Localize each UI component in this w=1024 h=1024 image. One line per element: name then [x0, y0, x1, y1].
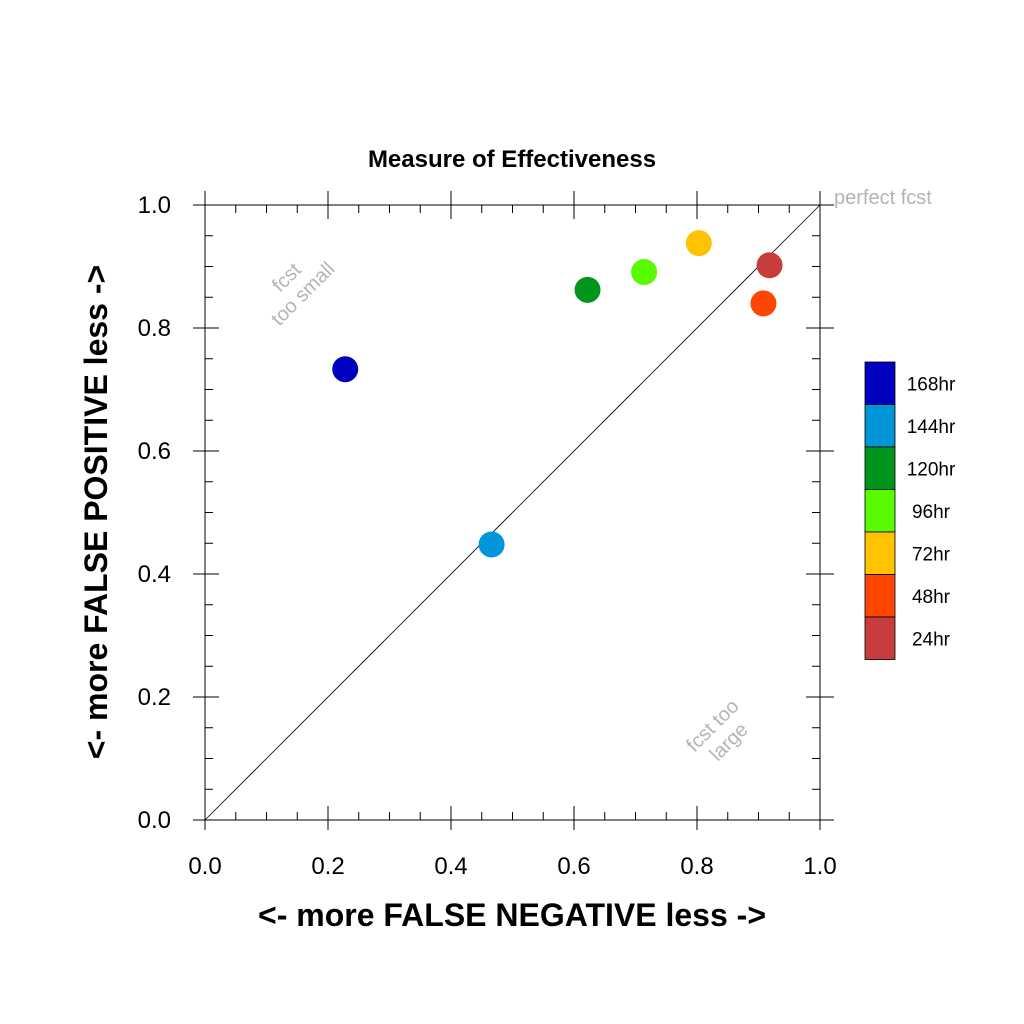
legend-label-168hr: 168hr: [907, 374, 956, 395]
point-24hr: [756, 252, 783, 279]
point-48hr: [750, 290, 777, 317]
legend-swatch-120hr: [864, 446, 896, 490]
legend-label-144hr: 144hr: [907, 417, 956, 438]
perfect-forecast-line: [204, 204, 821, 821]
legend: 168hr 144hr 120hr 96hr 72hr 48hr 24hr: [864, 361, 956, 660]
x-tick-label: 0.4: [434, 853, 467, 880]
plot-frame: [204, 204, 821, 821]
annotation-too-small-line2: too small: [267, 258, 339, 330]
chart-title: Measure of Effectiveness: [368, 146, 656, 173]
legend-swatch-24hr: [864, 616, 896, 660]
x-axis-label: <- more FALSE NEGATIVE less ->: [258, 897, 766, 933]
x-tick-label: 0.6: [557, 853, 590, 880]
x-tick-label: 1.0: [803, 853, 836, 880]
annotation-too-small: fcst too small: [267, 258, 339, 330]
tick-labels: 0.0 0.2 0.4 0.6 0.8 1.0 0.0 0.2 0.4 0.6 0.8 1.0: [138, 192, 837, 880]
point-72hr: [685, 230, 712, 257]
legend-swatch-72hr: [864, 531, 896, 575]
x-tick-label: 0.2: [311, 853, 344, 880]
legend-swatch-168hr: [864, 361, 896, 405]
point-144hr: [478, 531, 505, 558]
y-tick-label: 0.6: [138, 438, 171, 465]
legend-swatch-144hr: [864, 404, 896, 448]
annotation-too-large: fcst too large: [682, 695, 752, 765]
legend-swatch-96hr: [864, 489, 896, 533]
legend-label-24hr: 24hr: [912, 629, 951, 650]
y-tick-label: 1.0: [138, 192, 171, 219]
y-axis-label: <- more FALSE POSITIVE less ->: [78, 265, 114, 759]
point-96hr: [631, 259, 658, 286]
legend-swatch-48hr: [864, 574, 896, 618]
y-tick-label: 0.2: [138, 684, 171, 711]
diagonal-line: [204, 204, 821, 821]
annotation-perfect-fcst: perfect fcst: [834, 187, 932, 209]
y-tick-label: 0.4: [138, 561, 171, 588]
legend-label-96hr: 96hr: [912, 502, 951, 523]
point-168hr: [332, 356, 359, 383]
point-120hr: [574, 276, 601, 303]
y-tick-label: 0.8: [138, 315, 171, 342]
y-tick-label: 0.0: [138, 807, 171, 834]
legend-label-72hr: 72hr: [912, 544, 951, 565]
x-tick-label: 0.0: [188, 853, 221, 880]
data-points: [332, 230, 783, 558]
legend-label-120hr: 120hr: [907, 459, 956, 480]
x-tick-label: 0.8: [680, 853, 713, 880]
legend-label-48hr: 48hr: [912, 587, 951, 608]
